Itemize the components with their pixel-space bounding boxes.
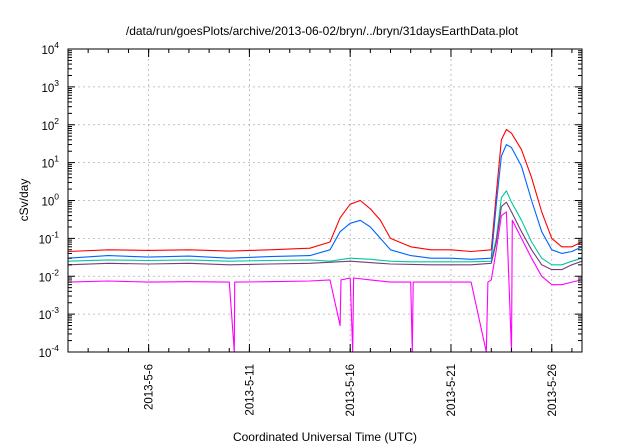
y-tick-label: 10-1 <box>39 229 60 246</box>
y-axis: 10-4 10-3 10-2 10-1 100 101 102 103 104 <box>39 40 582 360</box>
y-tick-label: 103 <box>41 78 59 95</box>
y-tick-label: 100 <box>41 192 59 209</box>
y-tick-label: 10-3 <box>39 305 60 322</box>
series-line-2 <box>67 144 583 260</box>
series-line-4 <box>67 201 583 271</box>
x-tick-label: 2013-5-16 <box>345 364 357 416</box>
x-tick-label: 2013-5-11 <box>244 364 256 416</box>
x-tick-label: 2013-5-21 <box>446 364 458 416</box>
x-tick-label: 2013-5-26 <box>547 364 559 416</box>
series-line-1 <box>67 128 583 253</box>
y-tick-label: 101 <box>41 154 59 171</box>
x-tick-label: 2013-5-6 <box>144 364 156 410</box>
y-tick-label: 102 <box>41 116 59 133</box>
y-tick-label: 104 <box>41 40 59 57</box>
y-axis-label: cSv/day <box>17 179 31 222</box>
x-axis-label: Coordinated Universal Time (UTC) <box>233 430 417 444</box>
series-line-3 <box>67 190 583 266</box>
x-axis: 2013-5-6 2013-5-11 2013-5-16 2013-5-21 2013-… <box>87 49 573 416</box>
chart-title: /data/run/goesPlots/archive/2013-06-02/b… <box>126 24 519 38</box>
y-tick-label: 10-2 <box>39 267 60 284</box>
y-tick-label: 10-4 <box>39 343 60 360</box>
grid <box>68 49 582 352</box>
series-line-5 <box>67 211 583 353</box>
